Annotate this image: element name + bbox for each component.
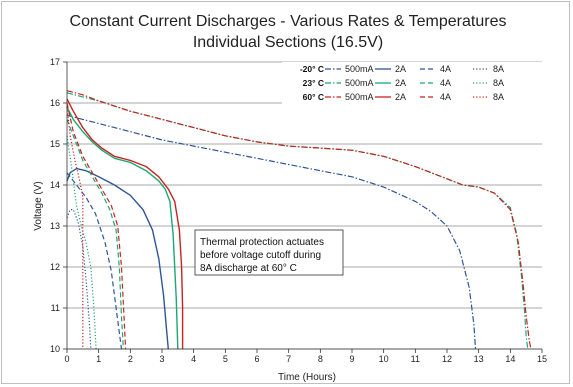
x-tick-label: 13 <box>474 354 484 364</box>
legend-row-label: -20° C <box>300 64 324 74</box>
x-tick-label: 1 <box>96 354 101 364</box>
x-tick-label: 3 <box>159 354 164 364</box>
series-line--20c-2a <box>66 167 169 350</box>
x-tick-label: 11 <box>411 354 420 364</box>
annotation-box: Thermal protection actuates before volta… <box>194 229 344 276</box>
x-tick-label: 2 <box>128 354 133 364</box>
annotation-line-1: Thermal protection actuates <box>200 237 324 248</box>
series-line-60c-2a <box>66 98 184 349</box>
x-tick-label: 6 <box>254 354 259 364</box>
series-line-23c-2a <box>66 106 179 350</box>
legend-entry-label: 500mA <box>345 64 374 74</box>
legend: -20° C 500mA 2A 4A 8A 23° C 500mA 2A 4A 8A 60° C 50… <box>282 62 542 108</box>
y-tick-label: 17 <box>50 57 60 67</box>
series-line--20c-8a <box>66 209 92 350</box>
annotation-frame <box>194 229 344 276</box>
legend-entry-label: 2A <box>395 92 406 102</box>
y-tick-label: 11 <box>51 303 60 313</box>
legend-row-label: 23° C <box>303 78 324 88</box>
y-tick-label: 12 <box>50 262 60 272</box>
legend-entry-label: 8A <box>493 64 504 74</box>
y-tick-label: 10 <box>50 344 60 354</box>
x-tick-label: 5 <box>223 354 228 364</box>
x-tick-label: 12 <box>442 354 452 364</box>
x-tick-label: 10 <box>379 354 389 364</box>
y-tick-label: 13 <box>50 221 60 231</box>
series-line-23c-500ma <box>66 92 529 350</box>
y-tick-label: 16 <box>50 98 60 108</box>
x-tick-label: 14 <box>505 354 515 364</box>
legend-entry-label: 2A <box>395 78 406 88</box>
x-axis-label: Time (Hours) <box>278 372 336 383</box>
legend-entry-label: 8A <box>493 92 504 102</box>
legend-entry-label: 4A <box>440 92 451 102</box>
y-tick-label: 14 <box>50 180 60 190</box>
series-layer <box>66 90 532 350</box>
x-tick-label: 0 <box>64 354 69 364</box>
chart-subtitle: Individual Sections (16.5V) <box>193 34 383 51</box>
series-line-23c-8a <box>66 135 97 350</box>
annotation-line-2: before voltage cutoff during <box>200 250 321 261</box>
x-tick-label: 4 <box>191 354 196 364</box>
x-tick-label: 8 <box>318 354 323 364</box>
series-line--20c-500ma <box>66 114 477 350</box>
series-line-23c-4a <box>66 119 124 350</box>
y-tick-label: 15 <box>50 139 60 149</box>
x-tick-label: 15 <box>537 354 547 364</box>
y-axis-label: Voltage (V) <box>33 181 44 230</box>
series-line-60c-500ma <box>66 90 532 350</box>
series-line-60c-8a <box>66 107 84 349</box>
legend-row-label: 60° C <box>303 92 324 102</box>
legend-entry-label: 2A <box>395 64 406 74</box>
x-tick-label: 9 <box>349 354 354 364</box>
legend-entry-label: 4A <box>440 64 451 74</box>
legend-entry-label: 4A <box>440 78 451 88</box>
legend-box <box>282 62 542 108</box>
legend-entry-label: 500mA <box>345 92 374 102</box>
chart-title: Constant Current Discharges - Various Ra… <box>70 13 507 30</box>
series-line-60c-4a <box>66 102 127 350</box>
legend-entry-label: 8A <box>493 78 504 88</box>
legend-entry-label: 500mA <box>345 78 374 88</box>
x-tick-label: 7 <box>286 354 291 364</box>
annotation-line-3: 8A discharge at 60° C <box>200 263 297 274</box>
